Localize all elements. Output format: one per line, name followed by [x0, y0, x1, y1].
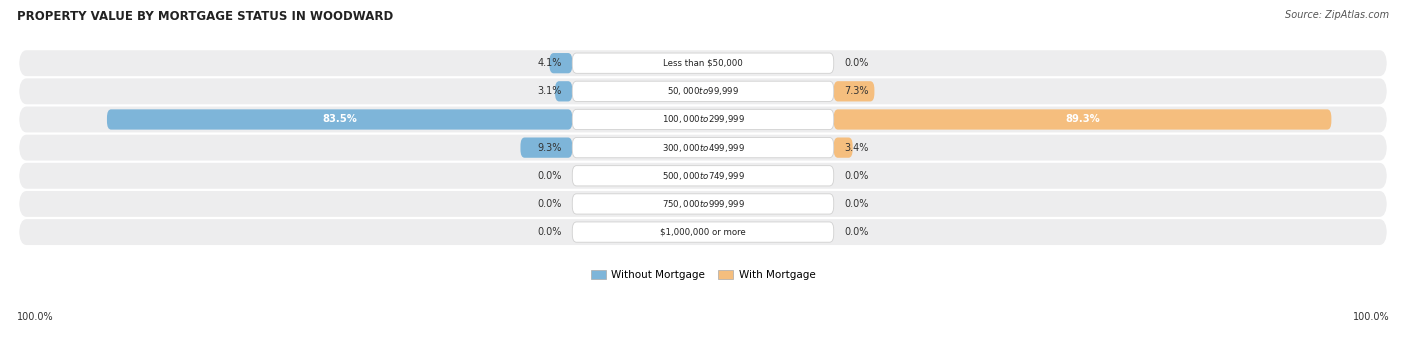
Text: 3.4%: 3.4%: [845, 143, 869, 153]
Text: $500,000 to $749,999: $500,000 to $749,999: [661, 170, 745, 182]
FancyBboxPatch shape: [572, 137, 834, 158]
FancyBboxPatch shape: [107, 109, 572, 130]
Text: 100.0%: 100.0%: [1353, 312, 1389, 322]
Text: 3.1%: 3.1%: [537, 86, 561, 96]
Text: $50,000 to $99,999: $50,000 to $99,999: [666, 85, 740, 97]
Text: 0.0%: 0.0%: [537, 199, 561, 209]
FancyBboxPatch shape: [834, 109, 1331, 130]
FancyBboxPatch shape: [572, 109, 834, 130]
Text: PROPERTY VALUE BY MORTGAGE STATUS IN WOODWARD: PROPERTY VALUE BY MORTGAGE STATUS IN WOO…: [17, 10, 394, 23]
Text: Source: ZipAtlas.com: Source: ZipAtlas.com: [1285, 10, 1389, 20]
FancyBboxPatch shape: [20, 106, 1386, 132]
Text: 89.3%: 89.3%: [1066, 115, 1099, 124]
FancyBboxPatch shape: [555, 81, 572, 102]
Text: $1,000,000 or more: $1,000,000 or more: [661, 227, 745, 237]
FancyBboxPatch shape: [20, 191, 1386, 217]
Text: 0.0%: 0.0%: [845, 227, 869, 237]
FancyBboxPatch shape: [520, 137, 572, 158]
Text: Less than $50,000: Less than $50,000: [664, 59, 742, 68]
FancyBboxPatch shape: [572, 166, 834, 186]
Text: 0.0%: 0.0%: [537, 227, 561, 237]
FancyBboxPatch shape: [550, 53, 572, 73]
Text: 100.0%: 100.0%: [17, 312, 53, 322]
Text: $750,000 to $999,999: $750,000 to $999,999: [661, 198, 745, 210]
FancyBboxPatch shape: [20, 135, 1386, 161]
FancyBboxPatch shape: [572, 222, 834, 242]
FancyBboxPatch shape: [572, 53, 834, 73]
FancyBboxPatch shape: [572, 194, 834, 214]
FancyBboxPatch shape: [20, 219, 1386, 245]
Text: 0.0%: 0.0%: [845, 199, 869, 209]
Text: 0.0%: 0.0%: [537, 171, 561, 181]
FancyBboxPatch shape: [834, 81, 875, 102]
Text: 0.0%: 0.0%: [845, 58, 869, 68]
Text: 0.0%: 0.0%: [845, 171, 869, 181]
Text: 7.3%: 7.3%: [845, 86, 869, 96]
FancyBboxPatch shape: [20, 50, 1386, 76]
Legend: Without Mortgage, With Mortgage: Without Mortgage, With Mortgage: [586, 266, 820, 284]
Text: $300,000 to $499,999: $300,000 to $499,999: [661, 142, 745, 154]
Text: 83.5%: 83.5%: [322, 115, 357, 124]
Text: 4.1%: 4.1%: [537, 58, 561, 68]
FancyBboxPatch shape: [20, 163, 1386, 189]
FancyBboxPatch shape: [20, 78, 1386, 104]
Text: 9.3%: 9.3%: [537, 143, 561, 153]
FancyBboxPatch shape: [572, 81, 834, 102]
Text: $100,000 to $299,999: $100,000 to $299,999: [662, 114, 744, 125]
FancyBboxPatch shape: [834, 137, 852, 158]
